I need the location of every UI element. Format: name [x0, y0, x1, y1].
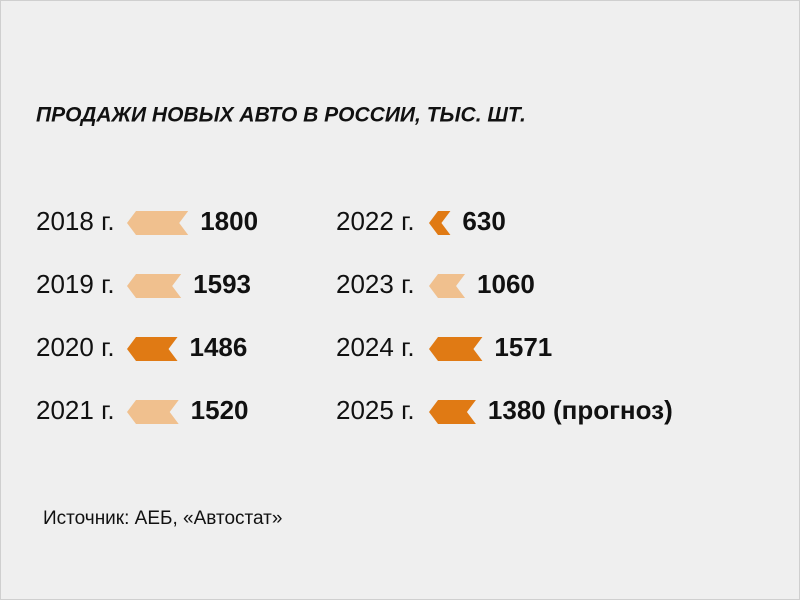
value-label: 1800 [200, 206, 258, 236]
category-label: 2022 г. [336, 206, 415, 236]
chart-title: ПРОДАЖИ НОВЫХ АВТО В РОССИИ, ТЫС. ШТ. [36, 104, 526, 127]
value-label: 1571 [494, 332, 552, 362]
bar [127, 274, 182, 298]
value-label: 630 [462, 206, 505, 236]
source-note: Источник: АЕБ, «Автостат» [43, 508, 282, 529]
value-label: 1060 [477, 269, 535, 299]
category-label: 2019 г. [36, 269, 115, 299]
category-label: 2021 г. [36, 395, 115, 425]
bar [429, 274, 466, 298]
value-label: 1593 [193, 269, 251, 299]
value-label: 1380 (прогноз) [488, 395, 673, 425]
category-label: 2018 г. [36, 206, 115, 236]
category-label: 2024 г. [336, 332, 415, 362]
bar [429, 337, 483, 361]
bar [429, 400, 476, 424]
value-label: 1520 [191, 395, 249, 425]
category-label: 2023 г. [336, 269, 415, 299]
category-label: 2025 г. [336, 395, 415, 425]
bar [127, 400, 179, 424]
bar [429, 211, 451, 235]
bar [127, 337, 178, 361]
category-label: 2020 г. [36, 332, 115, 362]
bar [127, 211, 189, 235]
value-label: 1486 [190, 332, 248, 362]
